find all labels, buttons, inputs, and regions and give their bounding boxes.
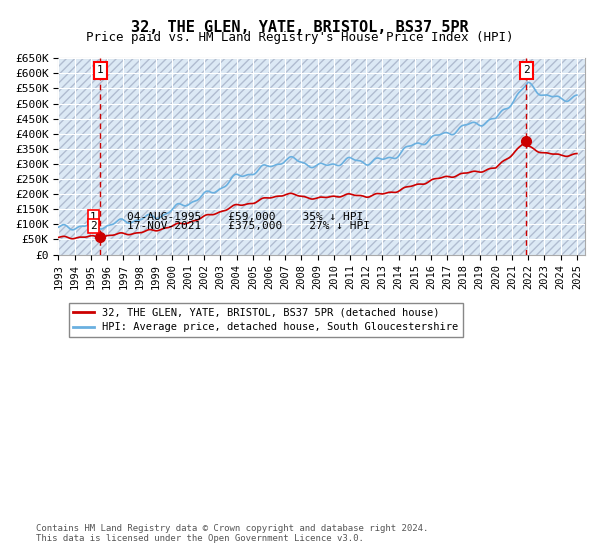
- Text: Price paid vs. HM Land Registry's House Price Index (HPI): Price paid vs. HM Land Registry's House …: [86, 31, 514, 44]
- Text: Contains HM Land Registry data © Crown copyright and database right 2024.
This d: Contains HM Land Registry data © Crown c…: [36, 524, 428, 543]
- Legend: 32, THE GLEN, YATE, BRISTOL, BS37 5PR (detached house), HPI: Average price, deta: 32, THE GLEN, YATE, BRISTOL, BS37 5PR (d…: [69, 303, 463, 337]
- Text: 1: 1: [90, 212, 97, 222]
- Text: 32, THE GLEN, YATE, BRISTOL, BS37 5PR: 32, THE GLEN, YATE, BRISTOL, BS37 5PR: [131, 20, 469, 35]
- Text: 2: 2: [90, 221, 97, 231]
- Text: 17-NOV-2021    £375,000    27% ↓ HPI: 17-NOV-2021 £375,000 27% ↓ HPI: [127, 221, 370, 231]
- Text: 2: 2: [523, 66, 530, 75]
- Text: 1: 1: [97, 66, 104, 75]
- Text: 04-AUG-1995    £59,000    35% ↓ HPI: 04-AUG-1995 £59,000 35% ↓ HPI: [127, 212, 363, 222]
